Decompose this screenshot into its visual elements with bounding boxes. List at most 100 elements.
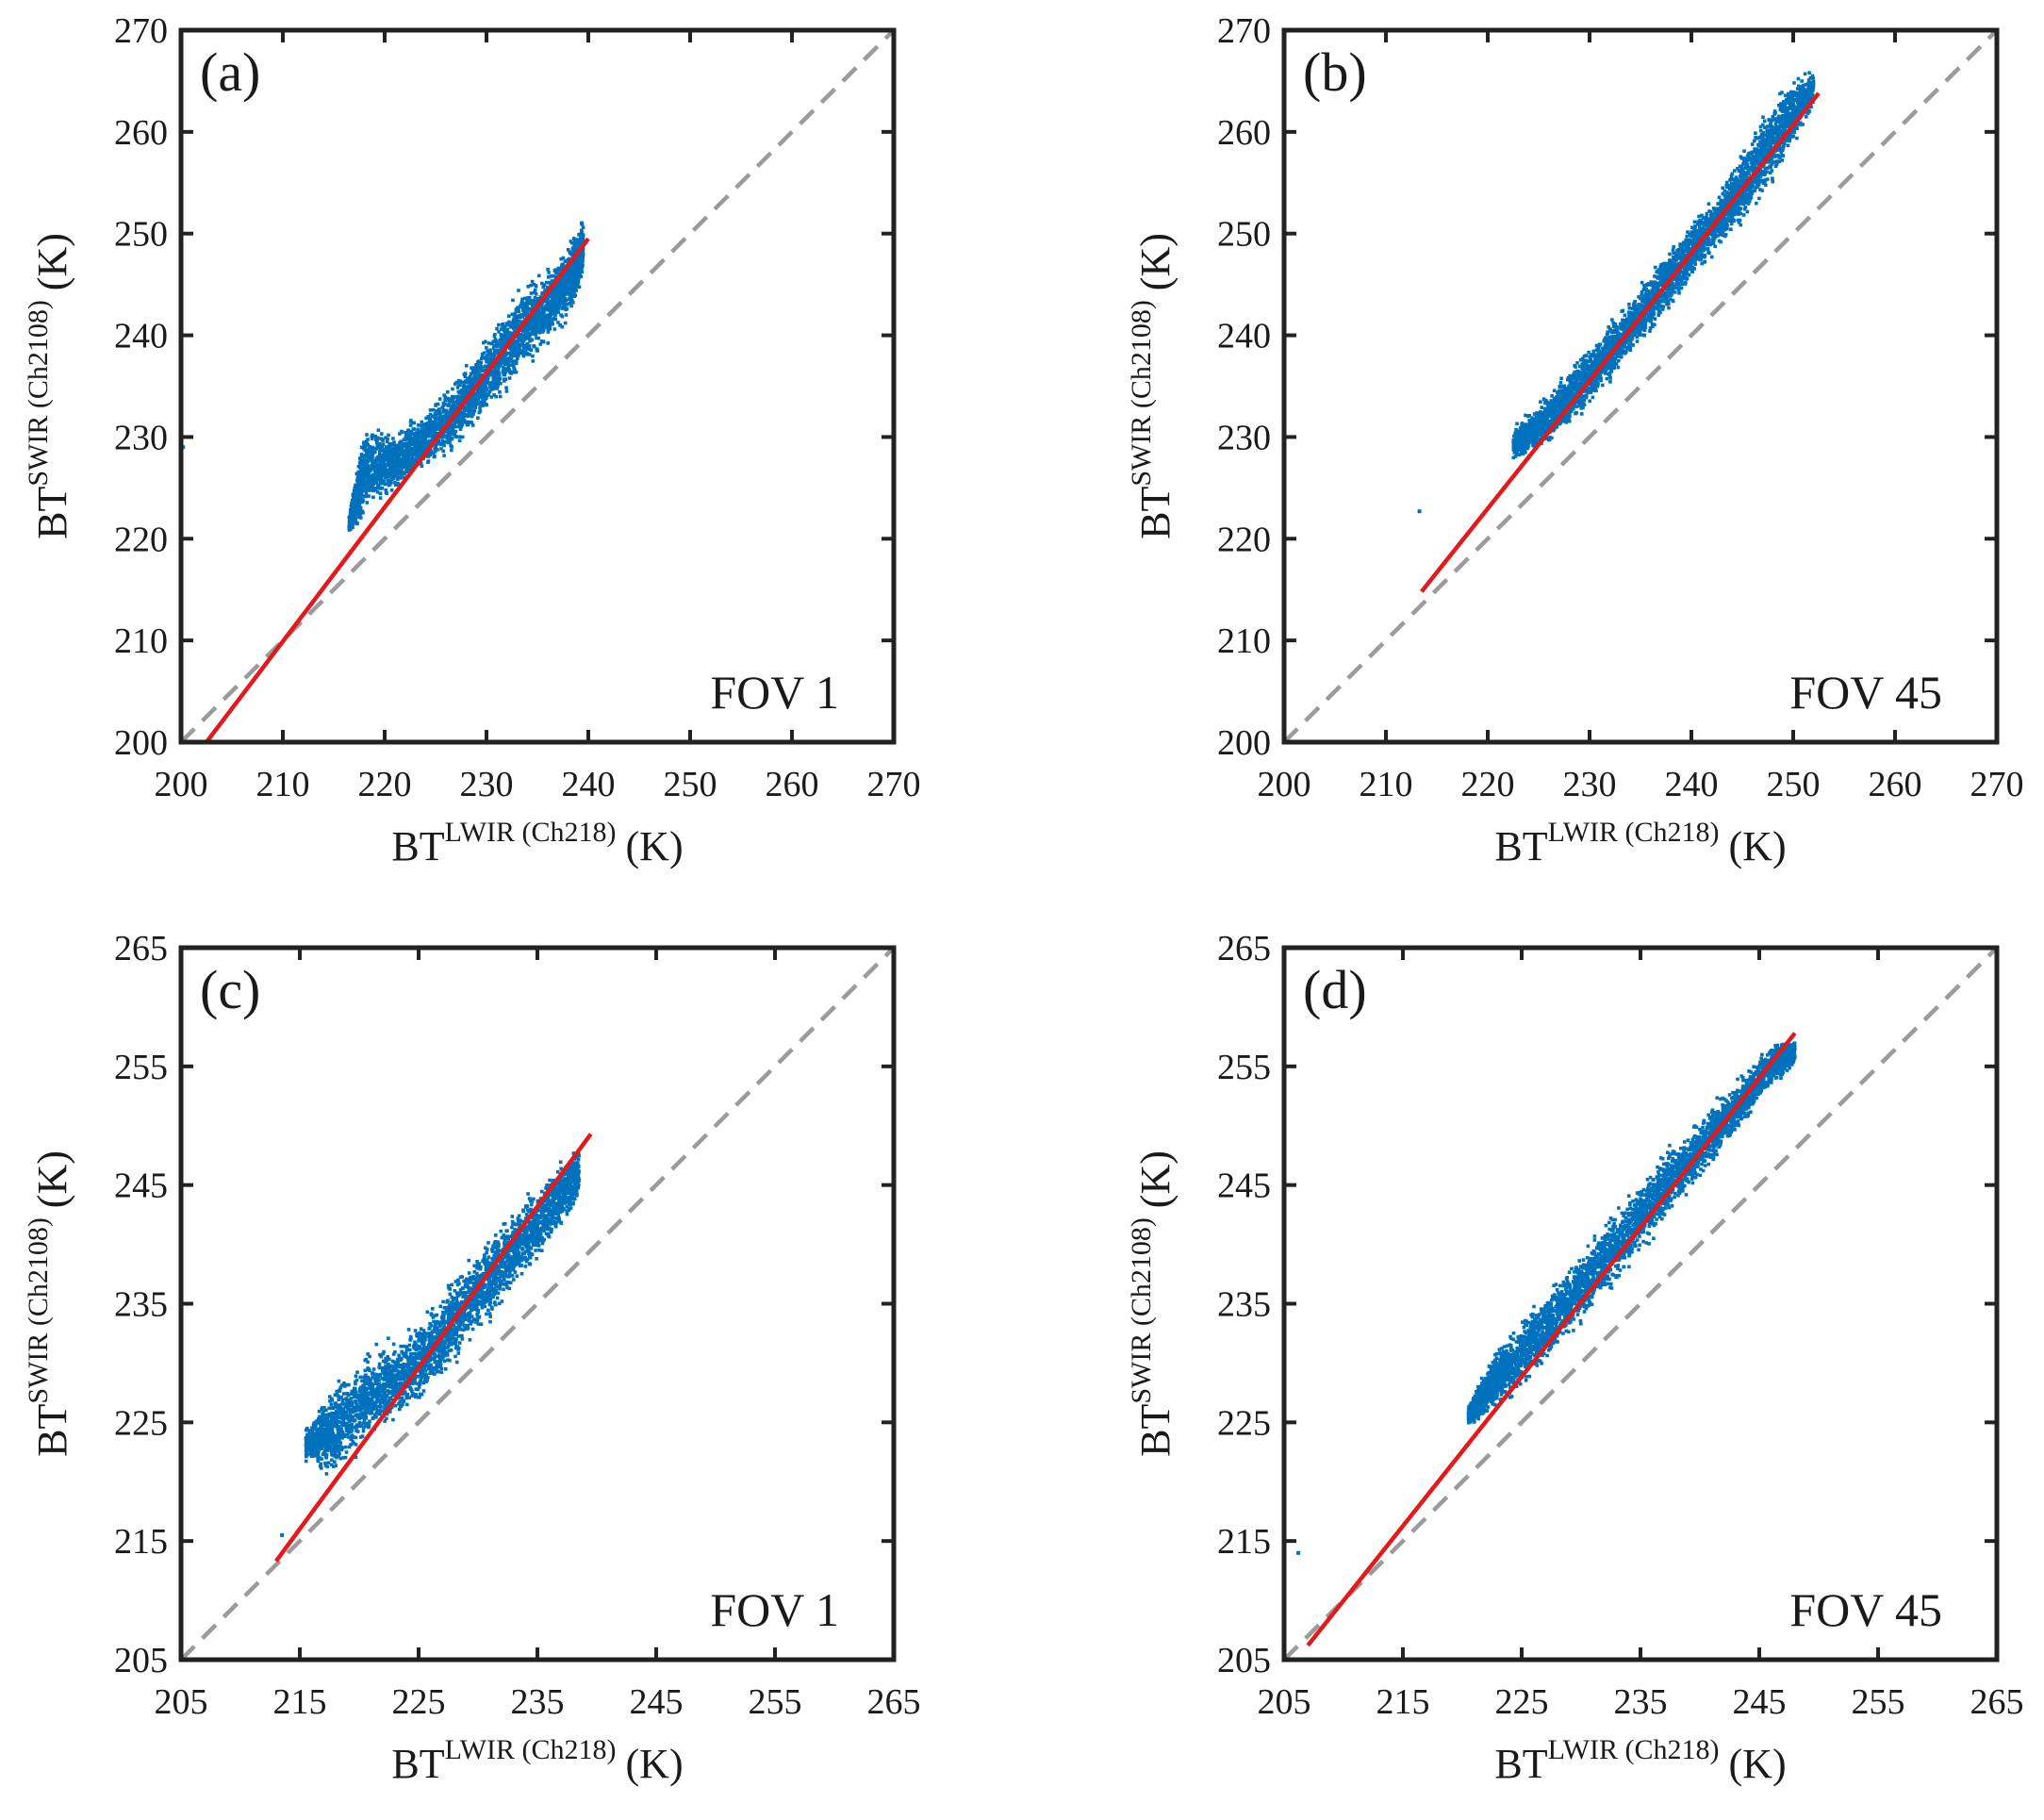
scatter-point <box>417 435 420 438</box>
scatter-point <box>519 302 523 306</box>
scatter-point <box>537 274 541 278</box>
scatter-point <box>486 355 490 358</box>
scatter-point <box>508 376 512 380</box>
scatter-point <box>365 442 369 446</box>
scatter-point <box>429 413 433 417</box>
scatter-point <box>578 273 582 277</box>
scatter-point <box>536 317 540 321</box>
x-axis-label-base: BT <box>391 823 444 869</box>
scatter-point <box>379 447 383 451</box>
scatter-point <box>405 444 409 448</box>
scatter-point <box>506 363 510 367</box>
scatter-point <box>367 481 371 485</box>
scatter-point <box>458 416 462 420</box>
scatter-point <box>1561 390 1565 394</box>
scatter-point <box>443 403 447 406</box>
scatter-point <box>415 451 419 455</box>
scatter-point <box>525 303 529 306</box>
scatter-point <box>440 405 444 409</box>
scatter-point <box>366 484 370 488</box>
scatter-point <box>1540 422 1543 426</box>
scatter-point <box>1553 407 1557 411</box>
scatter-point <box>486 394 489 398</box>
scatter-point <box>513 325 517 329</box>
scatter-point <box>526 332 530 336</box>
scatter-point <box>417 423 420 427</box>
scatter-point <box>486 388 489 391</box>
scatter-point <box>368 475 371 479</box>
scatter-point <box>437 424 440 428</box>
scatter-point <box>517 289 520 292</box>
scatter-point <box>433 421 437 424</box>
scatter-point <box>517 353 520 356</box>
scatter-point <box>358 478 362 482</box>
scatter-point <box>372 487 376 490</box>
scatter-point <box>405 449 409 453</box>
scatter-point <box>569 240 573 243</box>
scatter-point <box>513 368 517 372</box>
scatter-point <box>471 366 475 370</box>
scatter-point <box>526 343 530 347</box>
scatter-point <box>517 309 520 313</box>
scatter-point <box>534 289 537 292</box>
panel-label: (a) <box>200 41 260 103</box>
scatter-point <box>530 348 534 352</box>
scatter-point <box>488 359 492 363</box>
scatter-point <box>358 513 362 517</box>
scatter-point <box>408 447 412 451</box>
scatter-point <box>378 442 382 446</box>
scatter-point <box>407 457 411 461</box>
scatter-point <box>521 340 525 344</box>
scatter-point <box>478 406 482 410</box>
scatter-point <box>416 428 420 432</box>
scatter-point <box>411 455 415 459</box>
scatter-point <box>1525 427 1528 431</box>
scatter-point <box>442 454 446 457</box>
scatter-point <box>1568 374 1572 378</box>
scatter-point <box>472 401 476 405</box>
scatter-point <box>549 304 552 307</box>
scatter-point <box>417 431 420 435</box>
scatter-point <box>1590 390 1593 394</box>
scatter-point <box>576 258 580 262</box>
scatter-point <box>403 471 406 474</box>
scatter-point <box>407 464 411 468</box>
scatter-point <box>361 510 365 514</box>
scatter-point <box>580 269 584 273</box>
scatter-point <box>578 285 582 289</box>
scatter-point <box>503 334 506 338</box>
scatter-point <box>379 455 383 458</box>
scatter-point <box>364 470 368 473</box>
scatter-point <box>505 389 509 393</box>
scatter-point <box>475 393 479 397</box>
scatter-point <box>475 376 479 380</box>
scatter-point <box>450 449 453 453</box>
scatter-point <box>442 444 446 448</box>
scatter-point <box>478 411 482 415</box>
scatter-point <box>443 395 447 399</box>
scatter-point <box>1558 402 1561 405</box>
scatter-point <box>375 477 379 481</box>
scatter-point <box>1563 395 1567 399</box>
scatter-point <box>449 444 453 448</box>
scatter-point <box>496 382 500 386</box>
scatter-point <box>471 423 475 427</box>
scatter-point <box>432 408 436 412</box>
scatter-point <box>533 323 536 326</box>
scatter-point <box>1560 385 1564 389</box>
scatter-point <box>470 405 473 408</box>
scatter-point <box>427 459 431 463</box>
scatter-point <box>358 461 362 465</box>
scatter-point <box>442 450 446 454</box>
scatter-point <box>1542 413 1546 417</box>
scatter-point <box>404 458 407 462</box>
scatter-point <box>534 300 537 304</box>
scatter-point <box>448 431 452 435</box>
scatter-point <box>569 305 573 308</box>
scatter-point <box>1531 436 1535 439</box>
scatter-point <box>497 377 501 381</box>
scatter-point <box>387 434 390 438</box>
scatter-point <box>374 438 378 441</box>
scatter-point <box>485 346 488 350</box>
scatter-point <box>1530 416 1534 420</box>
